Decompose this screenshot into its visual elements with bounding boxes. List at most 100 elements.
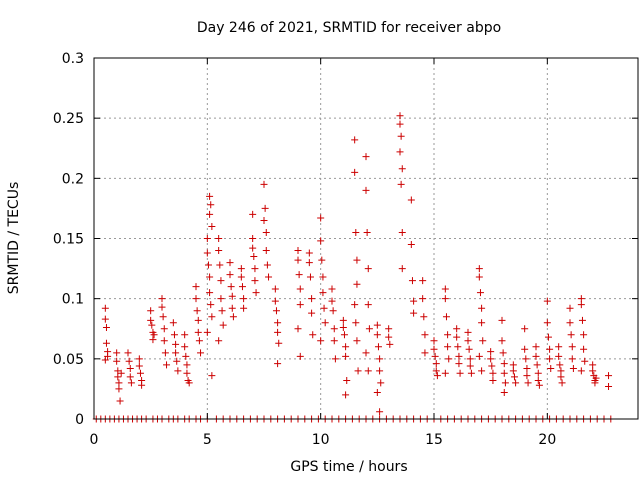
data-point — [444, 331, 452, 339]
data-point — [589, 361, 597, 369]
data-point — [317, 337, 325, 345]
data-point — [318, 256, 326, 264]
data-point — [192, 283, 200, 291]
data-point — [158, 303, 166, 311]
data-point — [475, 273, 483, 281]
data-point — [475, 352, 483, 360]
y-tick-label: 0.1 — [62, 292, 84, 308]
data-point — [466, 362, 474, 370]
data-point — [510, 373, 518, 381]
data-point — [249, 244, 257, 252]
data-point — [532, 343, 540, 351]
data-point — [321, 319, 329, 327]
data-point — [467, 369, 475, 377]
y-tick-label: 0.15 — [53, 232, 84, 248]
data-point — [499, 349, 507, 357]
data-point — [148, 321, 156, 329]
data-point — [294, 256, 302, 264]
data-point — [126, 373, 134, 381]
data-point — [577, 295, 585, 303]
data-point — [441, 369, 449, 377]
data-point — [308, 309, 316, 317]
data-point — [353, 337, 361, 345]
data-point — [489, 376, 497, 384]
data-point — [249, 210, 257, 218]
data-point — [308, 295, 316, 303]
data-point — [330, 337, 338, 345]
data-point — [453, 325, 461, 333]
axis-ticks: 0 0.05 0.1 0.15 0.2 0.25 0.3 0 5 10 15 20 — [53, 51, 638, 448]
data-point — [453, 333, 461, 341]
data-point — [351, 168, 359, 176]
data-point — [342, 352, 350, 360]
data-point — [523, 372, 531, 380]
data-point — [523, 364, 531, 372]
data-point — [589, 367, 597, 375]
data-point — [398, 165, 406, 173]
data-point — [319, 289, 327, 297]
data-point — [169, 319, 177, 327]
data-point — [465, 345, 473, 353]
data-point — [547, 364, 555, 372]
data-point — [421, 331, 429, 339]
data-point — [487, 348, 495, 356]
data-point — [206, 273, 214, 281]
data-point — [309, 331, 317, 339]
data-point — [605, 372, 613, 380]
data-point — [543, 297, 551, 305]
data-point — [363, 228, 371, 236]
data-point — [557, 373, 565, 381]
data-point — [466, 355, 474, 363]
data-point — [580, 331, 588, 339]
data-point — [237, 273, 245, 281]
data-point — [101, 304, 109, 312]
data-point — [386, 340, 394, 348]
data-point — [263, 261, 271, 269]
data-point — [488, 362, 496, 370]
x-tick-label: 15 — [425, 432, 443, 448]
data-point — [568, 343, 576, 351]
data-point — [296, 301, 304, 309]
data-point — [489, 369, 497, 377]
data-point — [159, 313, 167, 321]
data-point — [161, 349, 169, 357]
data-point — [364, 265, 372, 273]
data-point — [362, 186, 370, 194]
data-point — [207, 201, 215, 209]
data-point — [512, 379, 520, 387]
data-point — [534, 369, 542, 377]
data-point — [543, 319, 551, 327]
data-point — [498, 316, 506, 324]
y-tick-label: 0.2 — [62, 171, 84, 187]
data-point — [328, 297, 336, 305]
data-point — [532, 352, 540, 360]
data-point — [555, 343, 563, 351]
data-point — [351, 301, 359, 309]
data-point — [535, 381, 543, 389]
data-point — [193, 307, 201, 315]
data-point — [181, 331, 189, 339]
data-point — [229, 313, 237, 321]
data-point — [398, 265, 406, 273]
data-point — [274, 328, 282, 336]
data-point — [521, 325, 529, 333]
data-point — [158, 295, 166, 303]
data-point — [260, 180, 268, 188]
data-point — [240, 304, 248, 312]
data-point — [397, 180, 405, 188]
data-point — [217, 295, 225, 303]
y-tick-label: 0 — [75, 412, 84, 428]
data-point — [464, 328, 472, 336]
data-point — [265, 273, 273, 281]
data-point — [419, 295, 427, 303]
data-point — [478, 367, 486, 375]
y-axis-label: SRMTID / TECUs — [6, 182, 22, 295]
data-point — [445, 355, 453, 363]
data-point — [194, 328, 202, 336]
data-point — [374, 343, 382, 351]
data-point — [566, 304, 574, 312]
data-point — [172, 349, 180, 357]
data-point — [432, 367, 440, 375]
data-point — [226, 271, 234, 279]
data-point — [444, 343, 452, 351]
